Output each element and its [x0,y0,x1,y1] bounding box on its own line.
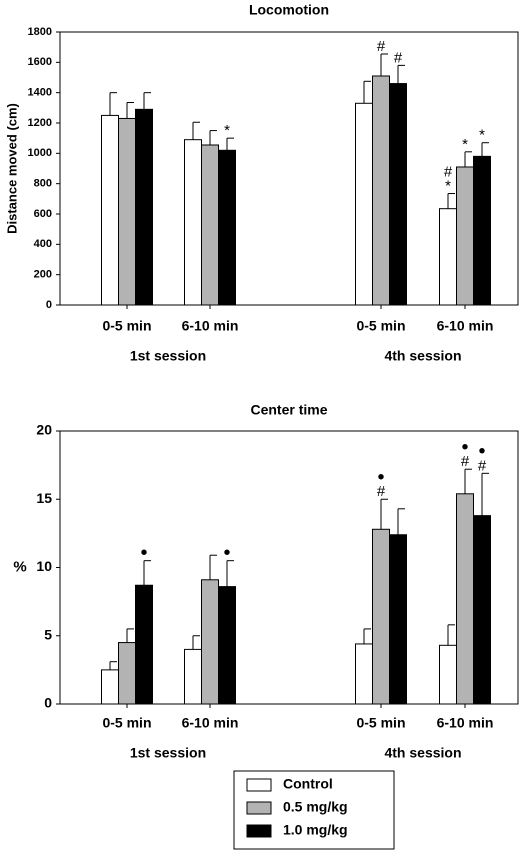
bar [184,648,202,705]
legend-swatch [246,801,272,815]
y-tick-label: 200 [34,269,52,281]
legend-swatch [246,824,272,838]
y-tick-label: 800 [34,178,52,190]
significance-mark: • [223,542,230,564]
y-tick-label: 1600 [28,56,52,68]
x-tick-label: 6-10 min [182,318,239,334]
legend-label: 1.0 mg/kg [283,822,348,838]
y-tick-label: 1000 [28,147,52,159]
chart-panel-1: Locomotion 0 200 400 600 800 1000 1200 1400 1600 1… [4,2,519,364]
bar [473,155,491,306]
bar [389,534,407,705]
bar [118,642,136,705]
significance-mark: # [377,38,386,55]
significance-mark: • [478,441,485,463]
legend-label: 0.5 mg/kg [283,799,348,815]
significance-mark: * [479,127,485,144]
bar [456,166,474,306]
bar [355,643,373,705]
bar [201,144,219,306]
group-label: 4th session [384,745,461,761]
legend-label: Control [283,776,333,792]
x-tick-label: 0-5 min [356,715,405,731]
significance-mark: • [140,542,147,564]
bar [439,644,457,705]
y-tick-label: 0 [46,299,52,311]
significance-mark: * [445,177,451,194]
bar [439,208,457,306]
bar [389,83,407,306]
x-tick-label: 6-10 min [437,318,494,334]
x-tick-label: 6-10 min [182,715,239,731]
legend: Control 0.5 mg/kg 1.0 mg/kg [233,770,395,850]
x-tick-label: 0-5 min [356,318,405,334]
y-tick-label: 10 [36,558,52,574]
bar [218,149,236,306]
bar [135,108,153,306]
bar [118,117,136,306]
bar [355,102,373,306]
legend-swatch [246,778,272,792]
bar [218,586,236,705]
plot-frame [59,31,519,306]
y-tick-label: 1800 [28,26,52,38]
y-tick-label: 400 [34,238,52,250]
y-tick-label: 1400 [28,87,52,99]
significance-mark: * [224,122,230,139]
bar [101,114,119,306]
chart-title: Locomotion [249,2,329,18]
y-axis-label: Distance moved (cm) [4,103,19,234]
y-tick-label: 0 [44,695,52,711]
y-tick-label: 15 [36,490,52,506]
bar [473,515,491,705]
significance-mark: # [394,49,403,66]
bar [372,75,390,306]
significance-mark: # [478,457,487,474]
y-tick-label: 600 [34,208,52,220]
y-axis-label: % [13,558,26,575]
significance-mark: # [461,453,470,470]
chart-panel-2: Center time 0 5 10 15 20% 0-5 min 6-10 min 0-5 m… [13,402,519,761]
bar [372,528,390,705]
x-tick-label: 0-5 min [102,318,151,334]
significance-mark: • [377,467,384,489]
y-tick-label: 1200 [28,117,52,129]
group-label: 1st session [130,348,206,364]
x-tick-label: 0-5 min [102,715,151,731]
group-label: 1st session [130,745,206,761]
y-tick-label: 5 [44,626,52,642]
x-tick-label: 6-10 min [437,715,494,731]
significance-mark: • [461,437,468,459]
group-label: 4th session [384,348,461,364]
bar [135,584,153,705]
y-tick-label: 20 [36,422,52,438]
bar [201,579,219,705]
significance-mark: # [444,163,453,180]
significance-mark: * [462,136,468,153]
bar [101,669,119,705]
significance-mark: # [377,483,386,500]
bar [184,139,202,306]
chart-title: Center time [250,402,327,418]
bar [456,493,474,705]
